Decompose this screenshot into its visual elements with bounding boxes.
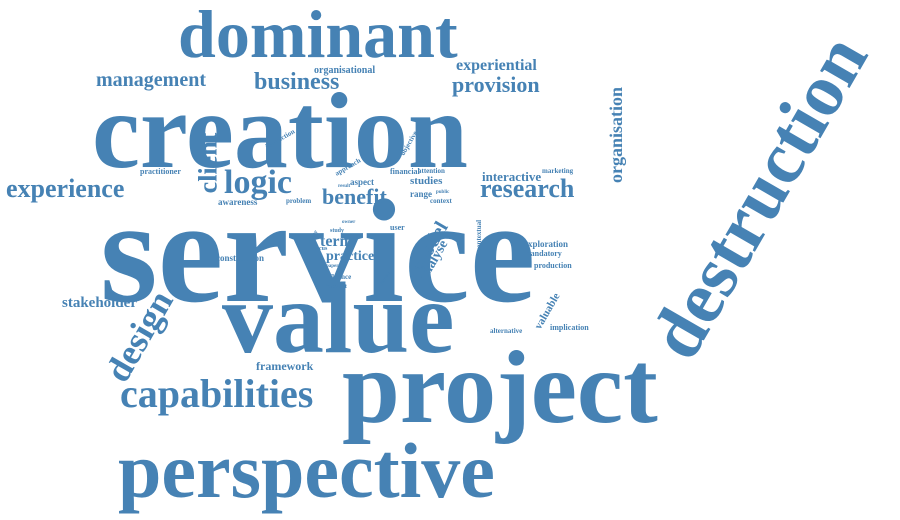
word-experience: experience <box>6 174 125 203</box>
word-range: range <box>410 189 432 199</box>
word-project: project <box>342 330 658 445</box>
word-context: context <box>430 197 452 205</box>
word-attention: attention <box>418 167 445 175</box>
word-problem: problem <box>286 197 312 205</box>
word-client: client <box>193 132 223 194</box>
word-research: research <box>480 174 575 203</box>
word-practitioner: practitioner <box>140 167 181 176</box>
word-term: term <box>320 233 353 250</box>
word-paper: paper <box>326 264 339 269</box>
word-influence: influence <box>324 273 352 281</box>
word-stakeholder: stakeholder <box>62 295 137 311</box>
word-result: result <box>338 184 351 189</box>
word-studies: studies <box>410 175 443 187</box>
word-awareness: awareness <box>218 197 258 207</box>
word-practice: practice <box>326 249 375 264</box>
word-provision: provision <box>452 72 540 97</box>
word-organisational: organisational <box>314 65 376 76</box>
word-organisation: organisation <box>606 86 627 184</box>
word-construction: construction <box>216 253 264 263</box>
word-perspective: perspective <box>118 427 495 514</box>
word-implication: implication <box>550 323 589 332</box>
word-contextual: contextual <box>475 219 484 252</box>
word-aspect: aspect <box>350 177 374 187</box>
word-value: value <box>222 262 455 375</box>
word-financial: financial <box>390 167 420 176</box>
word-logic: logic <box>224 164 292 201</box>
word-mandatory: mandatory <box>524 249 562 258</box>
word-public: public <box>436 190 450 195</box>
word-owner: owner <box>342 220 356 225</box>
word-capabilities: capabilities <box>120 371 314 416</box>
word-interactive: interactive <box>482 169 542 184</box>
word-front: front <box>414 266 425 271</box>
word-focus: focus <box>314 246 328 252</box>
word-production: production <box>534 261 572 270</box>
word-relevant: relevant <box>326 284 347 290</box>
word-business: business <box>254 69 340 95</box>
word-alternative: alternative <box>490 327 523 335</box>
word-study: study <box>330 228 345 234</box>
word-benefit: benefit <box>322 184 387 209</box>
word-framework: framework <box>256 359 314 373</box>
word-dominant: dominant <box>178 0 458 72</box>
word-experiential: experiential <box>456 57 537 74</box>
word-user: user <box>390 223 405 232</box>
word-destruction: destruction <box>633 21 884 373</box>
word-marketing: marketing <box>542 167 574 175</box>
word-exploration: exploration <box>524 239 568 249</box>
word-management: management <box>96 69 206 91</box>
word-creation: creation <box>92 72 468 191</box>
word-service: service <box>100 170 536 334</box>
